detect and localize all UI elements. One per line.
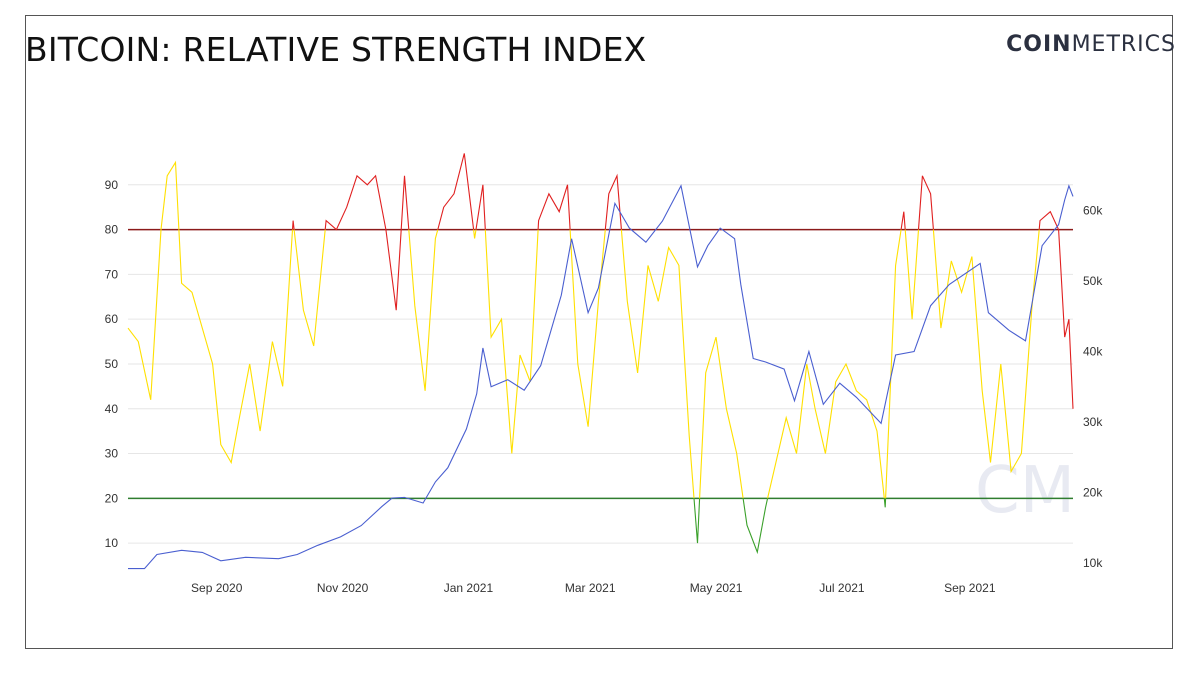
rsi-segment-mid-10 — [484, 229, 539, 454]
rsi-segment-hi-2 — [291, 220, 295, 230]
rsi-segment-mid-22 — [904, 229, 920, 320]
brand-logo-light: METRICS — [1071, 32, 1176, 57]
left-tick-70: 70 — [105, 267, 119, 281]
right-axis-ticks: 10k 20k 30k 40k 50k 60k — [1083, 203, 1103, 569]
x-axis-ticks: Sep 2020 Nov 2020 Jan 2021 Mar 2021 May 2021… — [191, 581, 996, 595]
rsi-segment-hi-9 — [475, 184, 486, 230]
rsi-segment-mid-24 — [932, 229, 1040, 474]
rsi-series — [127, 153, 1074, 555]
x-tick-4: May 2021 — [690, 581, 743, 595]
left-tick-50: 50 — [105, 357, 119, 371]
rsi-segment-hi-11 — [537, 184, 571, 230]
rsi-segment-mid-14 — [620, 229, 695, 499]
rsi-segment-mid-8 — [473, 229, 477, 239]
left-tick-80: 80 — [105, 223, 119, 237]
rsi-segment-mid-3 — [293, 229, 326, 347]
price-line — [128, 184, 1074, 570]
x-tick-3: Mar 2021 — [565, 581, 616, 595]
left-tick-90: 90 — [105, 178, 119, 192]
rsi-segment-hi-4 — [324, 174, 402, 311]
rsi-segment-hi-21 — [900, 211, 906, 230]
x-tick-0: Sep 2020 — [191, 581, 243, 595]
threshold-lines — [128, 228, 1073, 500]
rsi-segment-hi-7 — [437, 153, 475, 230]
page-title: BITCOIN: RELATIVE STRENGTH INDEX — [25, 30, 647, 69]
x-tick-6: Sep 2021 — [944, 581, 996, 595]
left-tick-10: 10 — [105, 536, 119, 550]
left-tick-40: 40 — [105, 402, 119, 416]
right-tick-20k: 20k — [1083, 485, 1103, 499]
brand-logo-bold: COIN — [1006, 32, 1072, 57]
rsi-segment-hi-5 — [400, 175, 410, 230]
rsi-segment-hi-23 — [917, 175, 934, 230]
right-tick-50k: 50k — [1083, 274, 1103, 288]
x-tick-2: Jan 2021 — [444, 581, 494, 595]
rsi-segment-mid-20 — [885, 229, 902, 499]
x-tick-5: Jul 2021 — [819, 581, 865, 595]
rsi-segment-mid-0 — [127, 160, 180, 400]
rsi-segment-mid-1 — [178, 229, 294, 465]
watermark-logo: CM — [975, 454, 1075, 528]
left-tick-30: 30 — [105, 447, 119, 461]
right-tick-60k: 60k — [1083, 203, 1103, 217]
rsi-segment-lo-19 — [883, 498, 887, 508]
x-tick-1: Nov 2020 — [317, 581, 369, 595]
left-tick-20: 20 — [105, 491, 119, 505]
right-tick-10k: 10k — [1083, 556, 1103, 570]
rsi-segment-mid-6 — [408, 229, 439, 391]
rsi-segment-mid-12 — [569, 229, 606, 427]
rsi-segment-hi-25 — [1038, 210, 1074, 409]
rsi-segment-hi-13 — [604, 173, 622, 230]
price-series — [128, 184, 1074, 570]
left-tick-60: 60 — [105, 312, 119, 326]
left-axis-ticks: 10 20 30 40 50 60 70 80 90 — [105, 178, 119, 550]
right-tick-40k: 40k — [1083, 344, 1103, 358]
brand-logo: COINMETRICS — [1006, 32, 1176, 57]
rsi-segment-lo-17 — [742, 498, 769, 555]
right-tick-30k: 30k — [1083, 415, 1103, 429]
rsi-segment-mid-16 — [699, 336, 744, 499]
rsi-segment-mid-18 — [767, 362, 885, 499]
rsi-segment-lo-15 — [693, 498, 701, 544]
